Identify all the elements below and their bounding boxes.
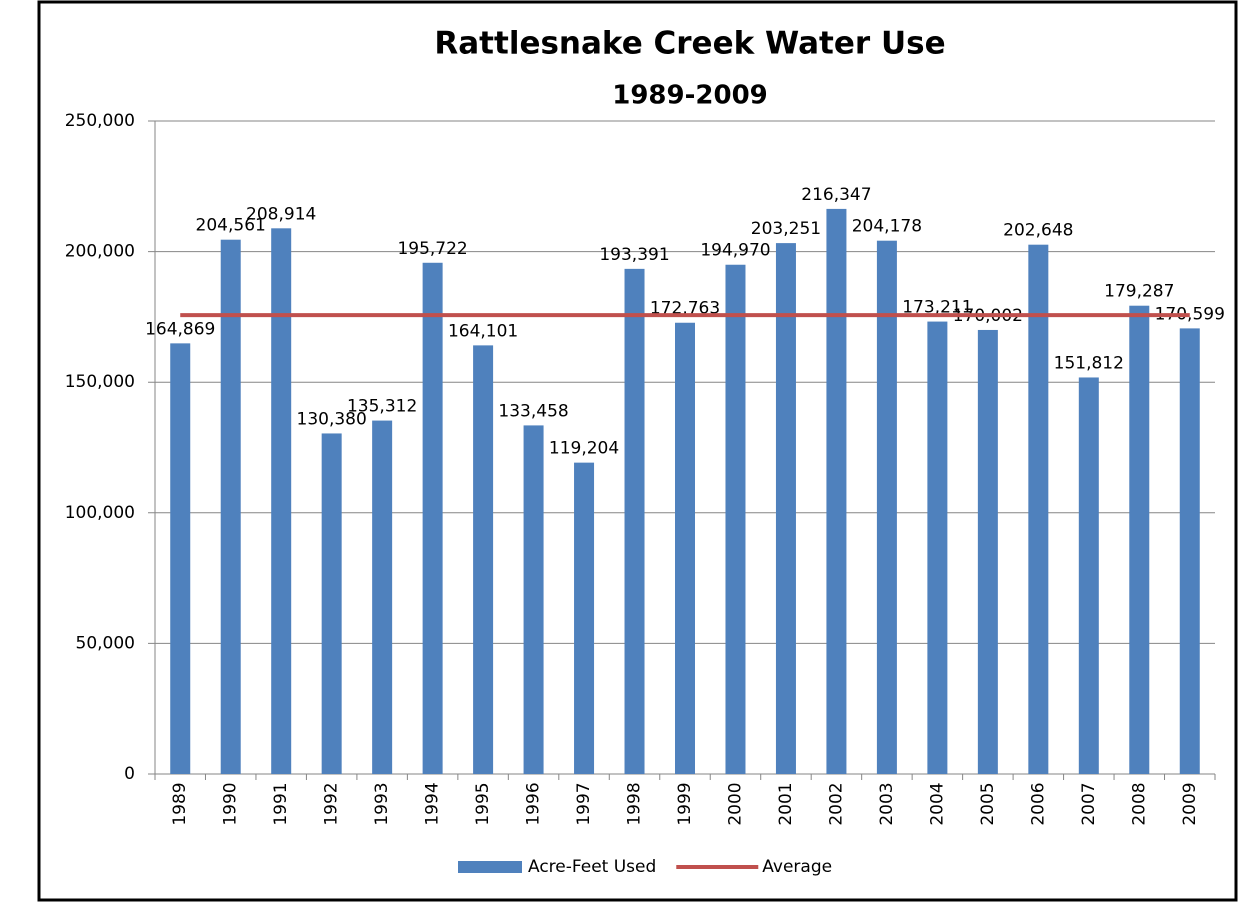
bar (675, 322, 695, 774)
bar (271, 228, 292, 774)
bar (422, 262, 443, 774)
x-tick-label: 1993 (372, 782, 392, 825)
x-tick-label: 2005 (978, 782, 998, 825)
y-tick-label: 50,000 (76, 633, 135, 653)
data-label: 179,287 (1104, 282, 1174, 302)
bar (775, 243, 796, 774)
chart-subtitle: 1989-2009 (612, 81, 768, 111)
x-tick-label: 2000 (725, 782, 745, 825)
x-tick-label: 1990 (221, 782, 241, 825)
data-label: 204,561 (196, 216, 266, 236)
bar (826, 208, 847, 775)
x-tick-label: 1998 (625, 782, 645, 825)
data-label: 208,914 (246, 204, 316, 224)
bar (1179, 328, 1200, 774)
bar (977, 329, 998, 774)
data-label: 151,812 (1054, 353, 1124, 373)
x-tick-label: 1997 (574, 782, 594, 825)
data-label: 164,101 (448, 321, 518, 341)
x-tick-label: 1999 (675, 782, 695, 825)
y-tick-label: 0 (124, 764, 135, 784)
legend-label: Average (762, 857, 832, 877)
x-tick-label: 2009 (1180, 782, 1200, 825)
x-tick-label: 1995 (473, 782, 493, 825)
x-tick-label: 2002 (826, 782, 846, 825)
bar (372, 420, 393, 774)
bar (170, 343, 191, 774)
y-tick-label: 250,000 (65, 111, 135, 131)
data-label: 173,211 (902, 298, 972, 318)
x-tick-label: 1996 (524, 782, 544, 825)
legend-label: Acre-Feet Used (528, 857, 656, 877)
data-label: 193,391 (599, 245, 669, 265)
x-tick-label: 1991 (271, 782, 291, 825)
bar (1028, 244, 1049, 775)
x-tick-label: 1992 (322, 782, 342, 825)
bar (1129, 305, 1150, 774)
data-label: 130,380 (297, 409, 367, 429)
x-tick-label: 2007 (1079, 782, 1099, 825)
bar (523, 425, 544, 774)
bar (876, 240, 897, 774)
x-tick-label: 2003 (877, 782, 897, 825)
data-label: 202,648 (1003, 221, 1073, 241)
data-label: 164,869 (145, 319, 215, 339)
x-tick-label: 1989 (170, 782, 190, 825)
y-tick-label: 150,000 (65, 372, 135, 392)
bar (220, 239, 241, 775)
bar (725, 264, 746, 774)
data-label: 133,458 (498, 401, 568, 421)
y-tick-label: 100,000 (65, 503, 135, 523)
legend-swatch (458, 861, 522, 873)
data-label: 135,312 (347, 397, 417, 417)
chart-title: Rattlesnake Creek Water Use (434, 26, 945, 62)
x-tick-label: 2008 (1129, 782, 1149, 825)
x-tick-label: 2001 (776, 782, 796, 825)
data-label: 194,970 (700, 241, 770, 261)
y-tick-label: 200,000 (65, 242, 135, 262)
bar (927, 321, 948, 774)
x-tick-label: 2006 (1028, 782, 1048, 825)
bar (473, 345, 494, 774)
data-label: 195,722 (397, 239, 467, 259)
x-tick-label: 1994 (423, 782, 443, 825)
bar (321, 433, 342, 774)
data-label: 119,204 (549, 439, 619, 459)
x-tick-label: 2004 (927, 782, 947, 825)
data-label: 203,251 (751, 219, 821, 239)
bar (624, 268, 645, 774)
data-label: 216,347 (801, 185, 871, 205)
bar (574, 462, 595, 774)
data-label: 204,178 (852, 217, 922, 237)
bar (1078, 377, 1099, 774)
